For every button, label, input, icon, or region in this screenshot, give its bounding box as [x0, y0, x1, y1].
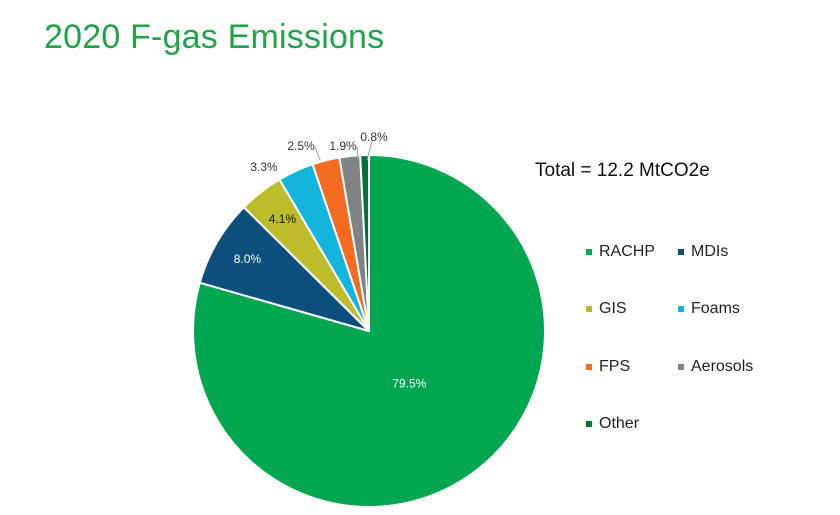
- legend-label: Foams: [691, 300, 740, 317]
- legend-swatch: [586, 306, 592, 312]
- legend-item-other: Other: [586, 415, 639, 433]
- legend-swatch: [678, 249, 684, 255]
- leader-line-other: [366, 140, 373, 161]
- legend-item-fps: FPS: [586, 358, 630, 376]
- data-label-aerosols: 1.9%: [329, 139, 357, 153]
- legend-label: RACHP: [599, 243, 656, 260]
- data-label-other: 0.8%: [360, 130, 388, 144]
- data-label-mdis: 8.0%: [234, 252, 262, 266]
- data-label-foams: 3.3%: [250, 160, 278, 174]
- legend-swatch: [678, 364, 684, 370]
- chart-title: 2020 F-gas Emissions: [44, 18, 385, 56]
- legend-label: FPS: [599, 358, 631, 375]
- total-label: Total = 12.2 MtCO2e: [535, 160, 710, 181]
- leader-line-aerosols: [356, 146, 359, 161]
- legend-swatch: [586, 421, 592, 427]
- data-label-rachp: 79.5%: [392, 377, 426, 391]
- data-label-fps: 2.5%: [287, 139, 315, 153]
- legend-item-rachp: RACHP: [586, 243, 655, 261]
- legend-label: MDIs: [691, 243, 729, 260]
- legend-item-mdis: MDIs: [678, 243, 728, 261]
- pie-slice-other: [359, 153, 370, 332]
- legend-swatch: [678, 306, 684, 312]
- legend-label: Other: [599, 415, 640, 432]
- legend-swatch: [586, 364, 592, 370]
- legend-swatch: [586, 249, 592, 255]
- legend-label: GIS: [599, 300, 627, 317]
- legend-label: Aerosols: [691, 358, 754, 375]
- legend-item-aerosols: Aerosols: [678, 358, 753, 376]
- legend-item-gis: GIS: [586, 300, 627, 318]
- legend-item-foams: Foams: [678, 300, 740, 318]
- leader-line-fps: [314, 146, 321, 161]
- data-label-gis: 4.1%: [269, 212, 297, 226]
